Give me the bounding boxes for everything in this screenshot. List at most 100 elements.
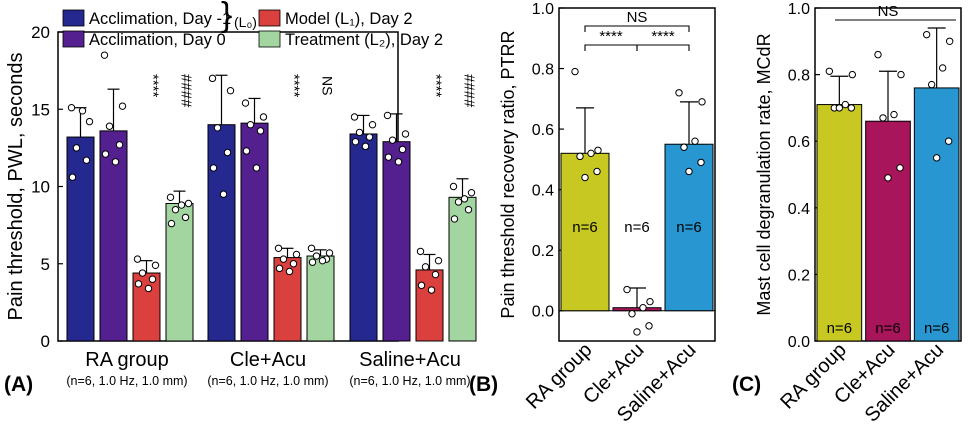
panel-b-n-label: n=6: [676, 219, 701, 236]
panel-c-n-label: n=6: [924, 320, 949, 337]
panel-a-ytick-label: 20: [31, 23, 50, 42]
panel-b-ytick-label: 0.2: [532, 243, 554, 260]
panel-c-panel-label: (C): [732, 373, 761, 396]
panel-a-ylabel: Pain threshold, PWL, seconds: [5, 53, 27, 321]
panel-c-bar-2: [913, 87, 960, 342]
data-point: [177, 201, 186, 209]
data-point: [384, 153, 393, 161]
panel-b-n-label: n=6: [572, 219, 597, 236]
data-point: [365, 133, 374, 141]
panel-a-label: (A): [4, 373, 33, 396]
panel-b-panel-label: (B): [469, 373, 498, 396]
data-point: [275, 264, 284, 273]
panel-b-category-label: RA group: [522, 339, 597, 414]
data-point: [691, 137, 699, 145]
legend-swatch: [62, 9, 85, 27]
data-point: [576, 152, 584, 161]
data-point: [72, 144, 81, 152]
data-point: [325, 249, 334, 257]
data-point: [148, 275, 157, 283]
data-point: [274, 244, 283, 253]
data-point: [350, 113, 359, 121]
data-point: [927, 80, 936, 89]
data-point: [383, 111, 392, 120]
data-point: [890, 110, 898, 119]
bar-2-1: [382, 141, 411, 342]
data-point: [226, 87, 235, 95]
data-point: [259, 113, 268, 121]
data-point: [312, 252, 321, 260]
data-point: [82, 156, 91, 164]
data-point: [680, 143, 688, 151]
data-point: [593, 167, 601, 176]
data-point: [256, 127, 265, 135]
significance-mark: NS: [320, 76, 336, 95]
panel-b-sig-label: ****: [599, 28, 623, 45]
panel-c-ylabel: Mast cell degranulation rate, MCdR: [754, 33, 774, 315]
legend-swatch: [62, 30, 85, 48]
data-point: [208, 74, 217, 83]
legend-brace: }: [221, 0, 232, 34]
data-point: [847, 104, 856, 112]
panel-c-n-label: n=6: [827, 320, 852, 337]
bar-1-0: [207, 124, 236, 342]
bar-0-0: [66, 136, 95, 342]
data-point: [874, 50, 882, 59]
data-point: [318, 256, 327, 265]
significance-mark: ****: [286, 74, 303, 98]
data-point: [884, 174, 892, 182]
data-point: [78, 107, 87, 115]
data-point: [213, 124, 222, 132]
panel-b-sig-bracket: [584, 44, 638, 51]
panel-c-ytick-label: 0.4: [788, 201, 810, 218]
data-point: [252, 164, 261, 172]
data-point: [292, 250, 301, 259]
data-point: [138, 269, 147, 277]
group-sublabel: (n=6, 1.0 Hz, 1.0 mm): [349, 374, 470, 388]
legend-label: Acclimation, Day -1: [89, 10, 231, 28]
data-point: [307, 244, 316, 253]
data-point: [246, 121, 255, 129]
data-point: [922, 30, 931, 39]
data-point: [209, 164, 218, 172]
panel-c-bar-0: [816, 104, 863, 342]
data-point: [279, 255, 288, 263]
panel-c-ytick-label: 0.6: [788, 134, 810, 151]
data-point: [938, 64, 947, 72]
bar-1-3: [306, 255, 335, 342]
data-point: [467, 188, 476, 197]
legend-label: Acclimation, Day 0: [89, 31, 226, 49]
bar-2-0: [349, 133, 378, 342]
data-point: [571, 67, 579, 76]
data-point: [355, 128, 364, 137]
data-point: [848, 70, 857, 79]
data-point: [241, 99, 250, 107]
panel-a-ytick-label: 5: [41, 255, 50, 274]
data-point: [417, 281, 426, 290]
bar-0-1: [99, 130, 128, 342]
panel-b-ytick-label: 0.0: [532, 304, 554, 321]
data-point: [449, 182, 458, 191]
significance-mark: ####: [178, 74, 195, 108]
panel-b-ytick-label: 0.4: [532, 183, 554, 200]
panel-b-ytick-label: 0.6: [532, 122, 554, 139]
panel-b-sig-bracket: [584, 25, 690, 32]
data-point: [460, 195, 469, 203]
data-point: [416, 247, 425, 256]
panel-b-sig-bracket: [636, 44, 690, 51]
bar-2-2: [415, 269, 444, 342]
significance-mark: ****: [428, 74, 445, 98]
data-point: [675, 89, 683, 97]
legend-swatch: [258, 30, 281, 48]
group-sublabel: (n=6, 1.0 Hz, 1.0 mm): [66, 374, 187, 388]
data-point: [944, 137, 953, 145]
panel-b-ytick-label: 1.0: [532, 1, 554, 18]
panel-b-n-label: n=6: [624, 219, 649, 236]
data-point: [181, 213, 190, 222]
panel-c-ytick-label: 1.0: [788, 1, 810, 18]
group-label: Saline+Acu: [359, 349, 461, 371]
data-point: [285, 267, 294, 276]
data-point: [115, 141, 124, 149]
data-point: [67, 104, 76, 112]
data-point: [100, 51, 109, 59]
